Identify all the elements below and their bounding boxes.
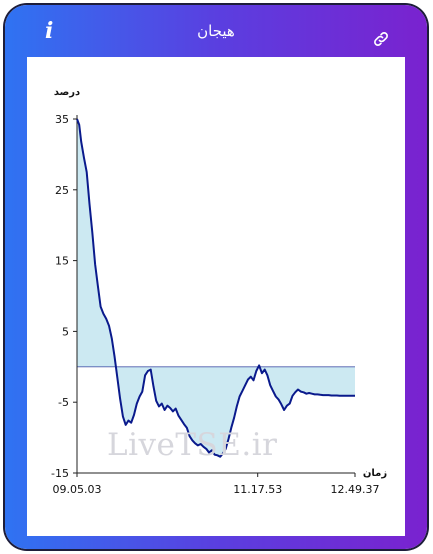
y-axis-title: درصد	[54, 87, 80, 98]
chart-panel: 35 25 15 5 -5 -15 09.05.03 11.17.53 12.49.37 درصد…	[27, 57, 405, 536]
info-icon[interactable]: i	[45, 18, 54, 44]
y-tick-label: 5	[62, 325, 69, 338]
x-tick-label: 09.05.03	[53, 483, 102, 496]
app-frame: i هیجان 35 25 15 5 -5 -15 09.05.03 11.17.53 12.4…	[5, 5, 427, 549]
y-tick-label: 25	[55, 184, 69, 197]
y-tick-label: 35	[55, 113, 69, 126]
x-axis-title: زمان	[363, 468, 387, 479]
watermark: LiveTSE.ir	[107, 427, 278, 463]
y-tick-label: -15	[51, 467, 69, 480]
y-tick-label: -5	[58, 396, 69, 409]
header-bar: i هیجان	[5, 5, 427, 57]
x-tick-label: 12.49.37	[331, 483, 380, 496]
x-tick-label: 11.17.53	[233, 483, 282, 496]
y-tick-label: 15	[55, 255, 69, 268]
series-line	[76, 118, 355, 458]
link-icon[interactable]	[372, 30, 390, 48]
emotion-chart: 35 25 15 5 -5 -15 09.05.03 11.17.53 12.49.37 درصد…	[51, 87, 387, 496]
page-title: هیجان	[197, 22, 235, 40]
series-area	[77, 119, 355, 457]
